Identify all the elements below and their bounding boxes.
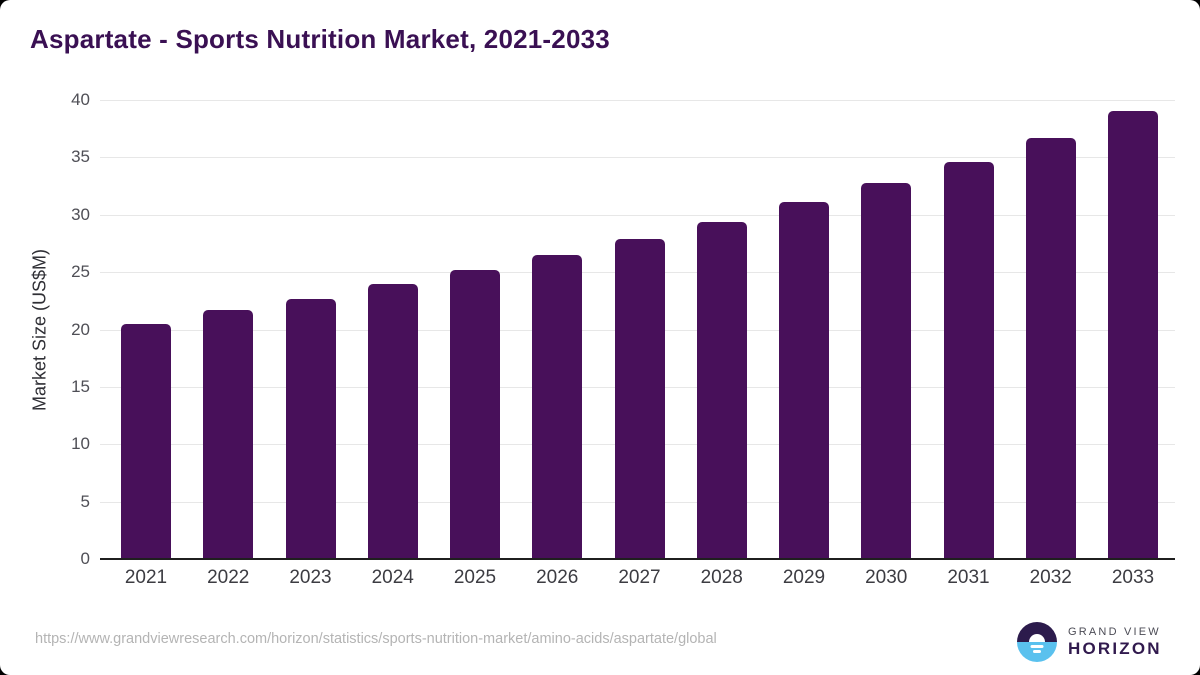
x-tick-label-2029: 2029 <box>782 567 826 588</box>
x-tick-label-2024: 2024 <box>371 567 414 588</box>
horizon-sun-icon <box>1017 622 1057 662</box>
x-tick-label-2028: 2028 <box>700 567 743 588</box>
gridline-y-30 <box>100 214 1175 216</box>
bar-2024[interactable] <box>367 283 418 559</box>
source-url-text: https://www.grandviewresearch.com/horizo… <box>35 631 717 647</box>
logo-text-horizon: HORIZON <box>1068 639 1162 658</box>
y-tick-label-20: 20 <box>71 319 90 339</box>
bar-2033[interactable] <box>1108 111 1158 559</box>
gridline-y-40 <box>100 100 1175 101</box>
bar-2021[interactable] <box>121 323 171 559</box>
x-tick-label-2021: 2021 <box>124 567 168 588</box>
x-tick-label-2027: 2027 <box>618 567 661 588</box>
y-tick-label-35: 35 <box>71 147 90 167</box>
y-tick-label-25: 25 <box>71 262 90 282</box>
bar-2032[interactable] <box>1025 137 1076 559</box>
y-tick-label-15: 15 <box>71 376 90 396</box>
grand-view-horizon-logo: GRAND VIEW HORIZON <box>1017 622 1162 662</box>
logo-text-grand-view: GRAND VIEW <box>1068 626 1161 638</box>
x-tick-label-2031: 2031 <box>947 567 990 588</box>
sun-shape <box>1029 634 1045 642</box>
bar-2023[interactable] <box>285 298 336 559</box>
y-tick-label-30: 30 <box>71 204 90 224</box>
bar-2028[interactable] <box>696 221 747 559</box>
y-tick-label-0: 0 <box>80 549 90 568</box>
x-tick-label-2033: 2033 <box>1111 567 1155 588</box>
bar-2026[interactable] <box>532 254 583 559</box>
gridline-y-35 <box>100 157 1175 159</box>
y-tick-label-40: 40 <box>71 90 90 109</box>
sun-reflection-line <box>1030 645 1044 648</box>
x-tick-label-2022: 2022 <box>207 567 250 588</box>
x-tick-label-2032: 2032 <box>1029 567 1072 588</box>
sun-reflection-line <box>1033 650 1041 653</box>
y-tick-label-5: 5 <box>80 491 90 511</box>
bar-2022[interactable] <box>203 310 254 559</box>
y-tick-label-10: 10 <box>71 434 90 454</box>
bar-2030[interactable] <box>861 182 912 559</box>
logo-text: GRAND VIEW HORIZON <box>1068 626 1162 658</box>
x-tick-label-2023: 2023 <box>289 567 332 588</box>
bar-2029[interactable] <box>779 202 829 559</box>
x-axis-line <box>100 558 1175 560</box>
bar-2025[interactable] <box>450 269 500 559</box>
bar-2027[interactable] <box>614 238 665 559</box>
chart-title: Aspartate - Sports Nutrition Market, 202… <box>30 24 610 54</box>
plot-area <box>100 100 1175 560</box>
x-tick-label-2030: 2030 <box>865 567 908 588</box>
bar-2031[interactable] <box>943 161 994 559</box>
x-tick-label-2026: 2026 <box>536 567 579 588</box>
x-tick-label-2025: 2025 <box>453 567 497 588</box>
